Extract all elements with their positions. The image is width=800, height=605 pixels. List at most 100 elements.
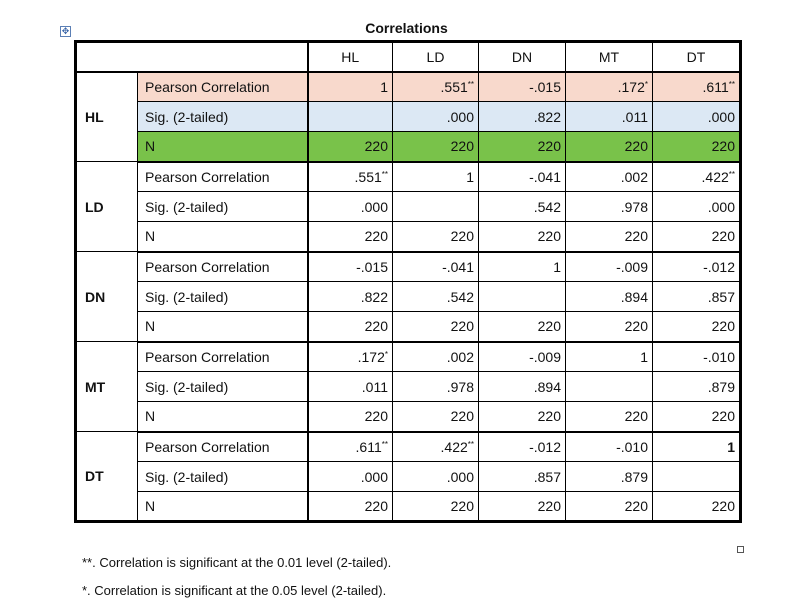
value-cell: -.012 [478,431,566,462]
value-cell: .002 [565,161,653,192]
footnote-001: **. Correlation is significant at the 0.… [82,555,392,570]
cell-value: 220 [537,228,561,245]
value-cell: 220 [565,131,653,163]
statistic-label: Sig. (2-tailed) [137,371,309,402]
value-cell: -.010 [652,341,741,372]
value-cell: -.041 [392,251,479,282]
value-cell: .978 [392,371,479,402]
significance-marker: ** [728,169,735,179]
value-cell: .172* [307,341,393,372]
cell-value: 220 [450,228,474,245]
cell-value: .000 [707,108,735,125]
value-cell: -.009 [565,251,653,282]
statistic-label: Sig. (2-tailed) [137,281,309,312]
cell-value: 1 [553,258,561,275]
cell-value: 220 [364,228,388,245]
statistic-label: Pearson Correlation [137,251,309,282]
cell-value: 220 [537,498,561,514]
correlations-table: HL LD DN MT DT HL Pearson Correlation 1.55… [74,40,742,523]
cell-value: 220 [711,138,735,155]
cell-value: 220 [537,138,561,155]
cell-value: 220 [711,318,735,335]
cell-value: 1 [727,438,735,455]
significance-marker: ** [381,439,388,449]
footnote-005: *. Correlation is significant at the 0.0… [82,583,387,598]
column-header: HL [307,41,393,73]
value-cell [307,101,393,132]
table-row: DN Pearson Correlation -.015 -.041 1 -.009 -.0… [75,251,741,342]
value-cell: .000 [392,461,479,492]
cell-value: -.015 [356,258,388,275]
cell-value: 220 [624,498,648,514]
value-cell: 220 [565,491,653,523]
value-cell: -.041 [478,161,566,192]
value-cell: .551** [392,71,479,102]
cell-value: .879 [707,378,735,395]
value-cell: 220 [392,221,479,253]
statistic-label: N [137,311,309,343]
value-cell: .879 [565,461,653,492]
cell-value: .542 [533,198,561,215]
value-cell: 220 [652,311,741,343]
cell-value: .422 [440,438,468,455]
value-cell: -.010 [565,431,653,462]
cell-value: .000 [707,198,735,215]
cell-value: 220 [537,318,561,335]
value-cell: .000 [307,191,393,222]
cell-value: -.012 [529,438,561,455]
cell-value: .857 [533,468,561,485]
cell-value: .857 [707,288,735,305]
cell-value: 220 [537,408,561,425]
value-cell: 220 [307,221,393,253]
value-cell: 220 [392,491,479,523]
cell-value: .000 [446,468,474,485]
cell-value: .551 [354,168,382,185]
value-cell: 220 [307,491,393,523]
value-cell: 220 [478,491,566,523]
table-row: N 220 220 220 220 220 [76,401,741,433]
cell-value: .611 [355,438,382,455]
value-cell: 220 [565,401,653,433]
table-row: Sig. (2-tailed) .000 .542 .978 .000 [76,191,741,222]
move-cross-icon[interactable]: ✥ [60,26,71,37]
table-row: N 220 220 220 220 220 [76,131,741,163]
value-cell: .978 [565,191,653,222]
cell-value: .002 [446,348,474,365]
statistic-label: Sig. (2-tailed) [137,101,309,132]
cell-value: 220 [364,498,388,514]
value-cell: .894 [478,371,566,402]
cell-value: .894 [620,288,648,305]
table-title: Correlations [365,20,448,36]
cell-value: 220 [364,318,388,335]
row-variable-label: MT [75,341,138,432]
value-cell: .000 [307,461,393,492]
row-variable-label: DT [75,431,138,522]
cell-value: 220 [624,318,648,335]
cell-value: 220 [450,138,474,155]
cell-value: .551 [440,78,468,95]
value-cell: .857 [478,461,566,492]
value-cell: -.012 [652,251,741,282]
cell-value: -.015 [529,78,561,95]
value-cell: .879 [652,371,741,402]
cell-value: 220 [450,498,474,514]
value-cell: .002 [392,341,479,372]
statistic-label: Sig. (2-tailed) [137,191,309,222]
statistic-label: N [137,401,309,433]
value-cell: 1 [652,431,741,462]
row-variable-label: LD [75,161,138,252]
cell-value: 220 [450,318,474,335]
value-cell: .172* [565,71,653,102]
cell-value: .000 [446,108,474,125]
value-cell: 220 [478,401,566,433]
column-header: DN [478,41,566,73]
header-corner [75,41,309,73]
cell-value: .611 [702,78,729,95]
value-cell: 1 [392,161,479,192]
value-cell: -.015 [478,71,566,102]
value-cell: .542 [478,191,566,222]
value-cell: 220 [307,311,393,343]
statistic-label: N [137,131,309,163]
resize-handle[interactable] [737,546,744,553]
statistic-label: Pearson Correlation [137,341,309,372]
